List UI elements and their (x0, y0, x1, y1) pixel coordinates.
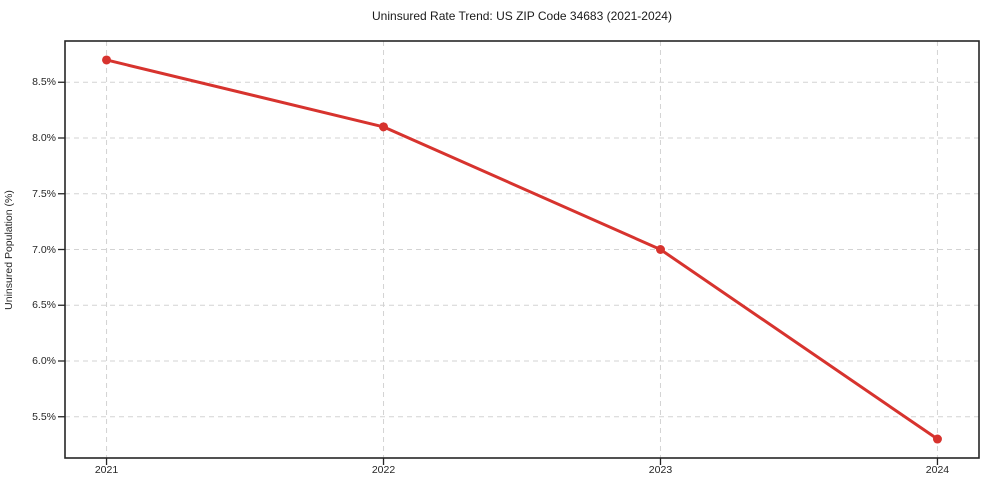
y-tick-label: 8.5% (32, 76, 56, 89)
x-tick-label: 2024 (925, 464, 950, 476)
x-tick-label: 2023 (648, 464, 673, 476)
x-tick-label: 2021 (94, 464, 119, 476)
y-tick-label: 8.0% (32, 132, 56, 144)
data-point (655, 245, 665, 254)
y-tick-label: 7.5% (32, 187, 56, 200)
y-tick-label: 7.0% (32, 243, 56, 256)
chart-title: Uninsured Rate Trend: US ZIP Code 34683 … (372, 9, 672, 23)
data-point (102, 55, 112, 65)
y-tick-label: 5.5% (32, 410, 56, 423)
x-tick-label: 2022 (371, 464, 396, 476)
plot-border (64, 40, 980, 459)
y-tick-label: 6.5% (32, 299, 56, 312)
y-tick-label: 6.0% (32, 354, 56, 367)
data-point (932, 434, 942, 444)
trend-line (105, 58, 939, 441)
data-point (379, 122, 389, 132)
